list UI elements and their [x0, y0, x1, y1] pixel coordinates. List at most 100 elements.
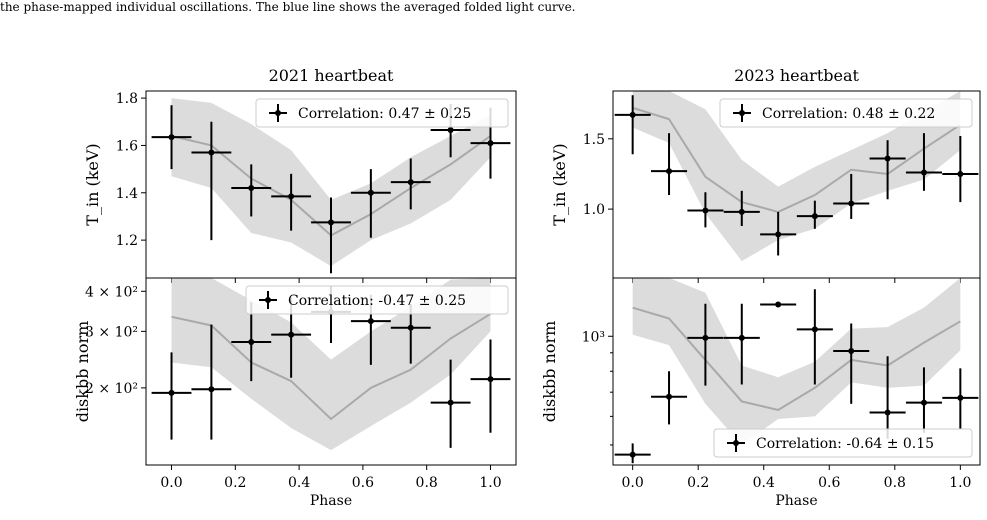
panel-2023-norm: 0.0 0.2 0.4 0.6 0.8 1.0 10³ Phase diskbb norm Cor…	[540, 277, 981, 509]
data-point	[905, 133, 942, 191]
x-tick-label: 0.0	[160, 475, 182, 491]
panel-title: 2023 heartbeat	[734, 66, 859, 85]
figure-caption: the phase-mapped individual oscillations…	[0, 0, 576, 14]
point-marker	[288, 193, 295, 200]
x-tick-label: 0.6	[818, 475, 840, 491]
point-marker	[407, 179, 414, 186]
y-axis-label: diskbb norm	[540, 321, 559, 423]
mean-uncertainty-band	[171, 98, 491, 267]
point-marker	[367, 189, 374, 196]
point-marker	[168, 134, 175, 141]
data-point	[723, 190, 760, 226]
point-marker	[328, 219, 334, 226]
point-marker	[407, 324, 414, 331]
point-marker	[666, 393, 673, 400]
point-marker	[702, 334, 709, 341]
point-marker	[447, 399, 454, 406]
data-point	[271, 173, 312, 231]
y-axis-label: diskbb norm	[73, 321, 92, 423]
point-marker	[884, 409, 891, 416]
data-point	[311, 197, 351, 274]
mean-line	[632, 106, 961, 213]
y-tick-label: 1.4	[116, 186, 138, 202]
y-tick-label: 10³	[582, 329, 605, 345]
point-marker	[168, 389, 175, 396]
y-tick-label: 1.8	[116, 91, 138, 107]
axes-frame	[145, 277, 517, 466]
legend-marker-point	[739, 110, 745, 116]
point-marker	[367, 318, 374, 325]
x-axis-label: Phase	[310, 493, 352, 509]
legend-box	[255, 98, 509, 128]
point-marker	[447, 127, 454, 134]
point-marker	[248, 338, 255, 345]
y-tick-label: 2 × 10²	[85, 381, 138, 397]
panel-2021-tin: 1.2 1.4 1.6 1.8 2021 heartbeat T_in (keV) Corr…	[83, 66, 517, 283]
point-marker	[884, 155, 891, 162]
x-tick-label: 0.4	[288, 475, 310, 491]
point-marker	[848, 200, 855, 207]
x-tick-label: 0.2	[224, 475, 246, 491]
point-marker	[288, 331, 295, 338]
point-marker	[920, 169, 927, 176]
data-point	[151, 105, 192, 170]
y-tick-label: 4 × 10²	[85, 284, 138, 300]
plot-area	[614, 91, 979, 262]
data-point	[151, 352, 192, 440]
data-point	[833, 173, 870, 219]
data-point	[390, 158, 431, 210]
data-point	[687, 192, 724, 228]
legend-box	[713, 428, 973, 458]
data-point	[430, 359, 471, 448]
mean-line	[171, 313, 492, 421]
data-point	[191, 121, 232, 241]
point-marker	[208, 386, 215, 393]
point-marker	[738, 208, 745, 215]
legend: Correlation: 0.47 ± 0.25	[255, 98, 509, 128]
data-point	[760, 211, 797, 256]
data-point	[942, 135, 979, 203]
data-point	[470, 339, 511, 433]
point-marker	[957, 170, 964, 177]
point-marker	[811, 326, 818, 333]
data-point	[942, 368, 979, 429]
plot-area	[151, 98, 511, 274]
point-marker	[848, 348, 855, 355]
x-tick-label: 0.8	[884, 475, 906, 491]
y-tick-label: 3 × 10²	[85, 324, 138, 340]
legend-box	[719, 98, 973, 128]
x-tick-label: 0.0	[622, 475, 644, 491]
x-tick-label: 0.6	[352, 475, 374, 491]
panel-2023-tin: 1.0 1.5 2023 heartbeat T_in (keV) Correlatio…	[550, 66, 981, 283]
point-marker	[629, 111, 636, 118]
point-marker	[957, 394, 964, 401]
mean-uncertainty-band	[632, 91, 961, 262]
y-tick-label: 1.6	[116, 138, 138, 154]
legend: Correlation: -0.64 ± 0.15	[713, 428, 973, 458]
point-marker	[920, 399, 927, 406]
point-marker	[487, 140, 494, 147]
y-axis-label: T_in (keV)	[83, 143, 102, 225]
data-point	[833, 323, 870, 404]
legend-marker-point	[733, 440, 739, 446]
point-marker	[666, 168, 673, 175]
legend-box	[245, 285, 509, 315]
mean-line	[632, 306, 961, 412]
data-point	[614, 443, 651, 464]
x-tick-label: 0.2	[687, 475, 709, 491]
y-tick-label: 1.0	[583, 202, 605, 218]
legend: Correlation: -0.47 ± 0.25	[245, 285, 509, 315]
legend-label: Correlation: -0.47 ± 0.25	[288, 293, 466, 309]
point-marker	[775, 231, 782, 238]
x-tick-label: 1.0	[479, 475, 501, 491]
data-point	[723, 303, 760, 385]
point-marker	[775, 301, 782, 308]
legend-marker-point	[275, 110, 281, 116]
data-point	[350, 169, 391, 238]
data-point	[796, 289, 833, 385]
data-point	[191, 324, 232, 440]
point-marker	[208, 149, 215, 156]
panel-title: 2021 heartbeat	[269, 66, 394, 85]
data-point	[651, 133, 688, 196]
